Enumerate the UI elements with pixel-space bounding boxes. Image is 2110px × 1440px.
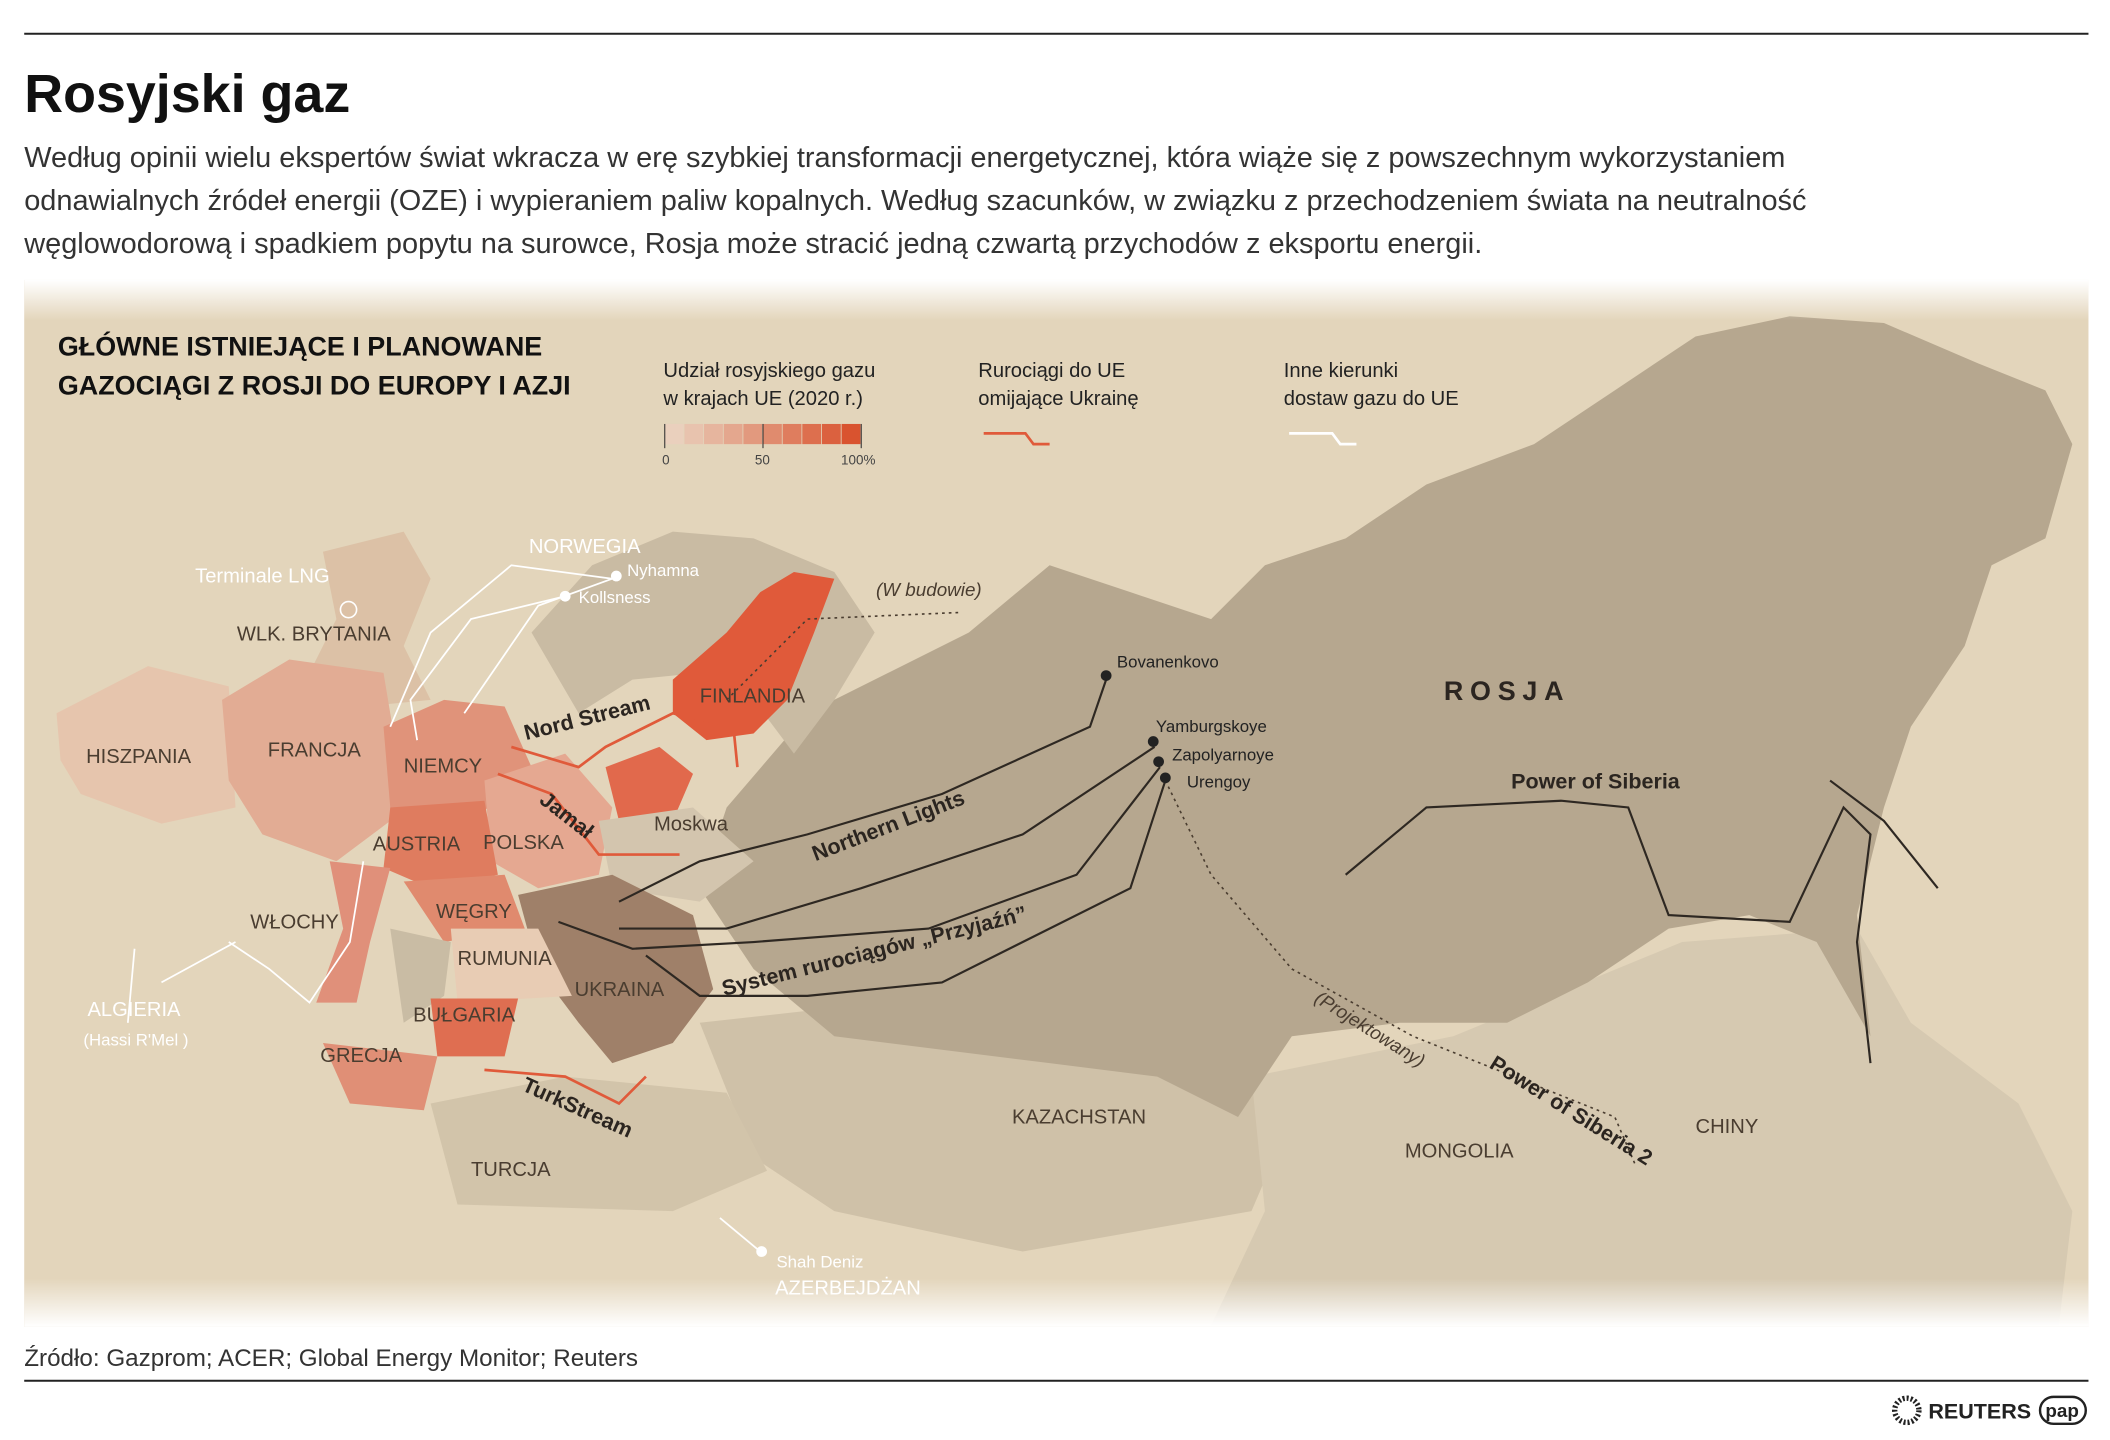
label-terminale-lng: Terminale LNG — [195, 566, 330, 588]
zapolyarnoye-dot — [1153, 756, 1164, 768]
svg-text:pap: pap — [2045, 1400, 2078, 1421]
legend-color-scale — [664, 423, 861, 445]
kollsness-dot — [559, 590, 571, 602]
region-uk — [309, 531, 431, 707]
label-rumunia: RUMUNIA — [458, 948, 553, 970]
legend-other-title-2: dostaw gazu do UE — [1284, 388, 1459, 410]
region-spain — [56, 666, 236, 824]
label-zapolyarnoye: Zapolyarnoye — [1172, 745, 1274, 764]
map-title-line-1: GŁÓWNE ISTNIEJĄCE I PLANOWANE — [58, 330, 542, 361]
label-austria: AUSTRIA — [373, 834, 461, 856]
region-mongolia-china — [1211, 928, 2073, 1326]
legend-bypass-line — [983, 432, 1050, 446]
label-wlochy: WŁOCHY — [250, 912, 339, 934]
urengoy-dot — [1159, 772, 1171, 784]
page-title: Rosyjski gaz — [24, 64, 350, 124]
region-romania — [450, 928, 572, 1003]
legend-scale-step — [664, 423, 684, 445]
reuters-logo: REUTERS — [1892, 1395, 2031, 1426]
legend-scale-step — [762, 423, 782, 445]
label-turcja: TURCJA — [471, 1159, 551, 1181]
yamburgskoye-dot — [1147, 736, 1159, 747]
region-ukraine — [518, 874, 714, 1064]
label-algieria: ALGIERIA — [87, 999, 181, 1021]
label-moskwa: Moskwa — [654, 813, 729, 835]
label-urengoy: Urengoy — [1187, 772, 1251, 791]
map: GŁÓWNE ISTNIEJĄCE I PLANOWANE GAZOCIĄGI … — [24, 279, 2089, 1327]
pap-logo: pap — [2038, 1395, 2087, 1425]
region-baltics — [605, 746, 694, 821]
region-finland — [672, 571, 835, 741]
legend-scale-step — [821, 423, 841, 445]
map-title-line-2: GAZOCIĄGI Z ROSJI DO EUROPY I AZJI — [58, 370, 571, 400]
intro-line-1: Według opinii wielu ekspertów świat wkra… — [24, 142, 1785, 174]
label-ukraina: UKRAINA — [575, 979, 665, 1001]
shah-deniz-dot — [756, 1246, 768, 1257]
label-niemcy: NIEMCY — [404, 755, 483, 777]
label-rosja: ROSJA — [1444, 676, 1570, 706]
nyhamna-dot — [610, 570, 622, 582]
russian-pipelines — [558, 679, 1939, 1064]
region-greece — [322, 1042, 438, 1111]
region-poland — [484, 753, 613, 889]
label-power-of-siberia: Power of Siberia — [1511, 770, 1681, 794]
legend-other-line — [1289, 432, 1357, 446]
label-w-budowie: (W budowie) — [876, 579, 982, 600]
label-polska: POLSKA — [483, 832, 564, 854]
legend-scale-step — [802, 423, 822, 445]
region-italy — [316, 861, 391, 1003]
legend-other-title-1: Inne kierunki — [1284, 360, 1398, 382]
legend-share-title-1: Udział rosyjskiego gazu — [663, 360, 875, 382]
intro-line-2: odnawialnych źródeł energii (OZE) i wypi… — [24, 185, 1806, 217]
label-wegry: WĘGRY — [436, 901, 512, 923]
label-yamburgskoye: Yamburgskoye — [1156, 717, 1267, 736]
legend-bypass-title-2: omijające Ukrainę — [978, 388, 1138, 410]
legend-scale-step — [743, 423, 763, 445]
legend-bypass-title-1: Rurociągi do UE — [978, 360, 1125, 382]
legend-scale-step — [684, 423, 704, 445]
label-norwegia: NORWEGIA — [529, 536, 641, 558]
legend-scale-step — [723, 423, 743, 445]
label-nyhamna: Nyhamna — [627, 561, 700, 580]
label-grecja: GRECJA — [320, 1045, 402, 1067]
svg-text:REUTERS: REUTERS — [1928, 1399, 2031, 1423]
region-russia — [699, 316, 2073, 1117]
label-hiszpania: HISZPANIA — [86, 746, 192, 768]
label-kazachstan: KAZACHSTAN — [1012, 1107, 1146, 1129]
legend-scale-step — [704, 423, 723, 445]
bovanenkovo-dot — [1100, 670, 1112, 681]
bypass-pipelines — [484, 711, 739, 1106]
region-bulgaria — [430, 998, 519, 1057]
label-finlandia: FINLANDIA — [700, 686, 806, 708]
label-wlk-brytania: WLK. BRYTANIA — [237, 624, 391, 646]
legend-share-title-2: w krajach UE (2020 r.) — [662, 388, 863, 410]
label-azerbejdzan: AZERBEJDŻAN — [775, 1277, 921, 1300]
source-note: Źródło: Gazprom; ACER; Global Energy Mon… — [24, 1345, 638, 1372]
region-hungary — [403, 874, 525, 943]
legend-tick-50: 50 — [755, 452, 770, 467]
region-turkey — [430, 1076, 768, 1212]
lng-terminal-icon — [339, 600, 358, 619]
label-kollsness: Kollsness — [579, 588, 651, 607]
legend-scale-step — [782, 423, 802, 445]
region-austria — [383, 800, 498, 889]
label-francja: FRANCJA — [268, 739, 362, 761]
legend-tick-0: 0 — [662, 452, 669, 467]
label-bulgaria: BUŁGARIA — [413, 1004, 516, 1026]
other-supply-routes — [126, 564, 761, 1253]
legend-scale-step — [841, 423, 861, 445]
label-shah-deniz: Shah Deniz — [776, 1253, 863, 1272]
region-france — [222, 659, 397, 862]
legend-tick-100: 100% — [841, 452, 875, 467]
legend: Udział rosyjskiego gazu w krajach UE (20… — [662, 360, 1459, 467]
label-mongolia: MONGOLIA — [1405, 1140, 1514, 1162]
intro-line-3: węglowodorową i spadkiem popytu na surow… — [23, 228, 1482, 260]
label-bovanenkovo: Bovanenkovo — [1117, 653, 1219, 672]
label-algieria-sub: (Hassi R'Mel ) — [83, 1031, 188, 1050]
label-chiny: CHINY — [1696, 1116, 1759, 1138]
planned-pipelines — [726, 611, 1636, 1165]
